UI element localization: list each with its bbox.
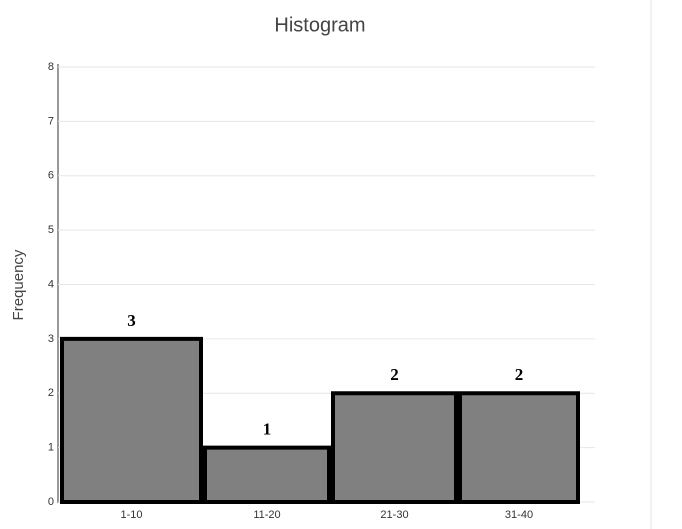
y-tick-label: 5 [48,224,54,236]
y-tick-label: 8 [48,61,54,73]
value-label: 3 [127,311,136,330]
x-tick-label: 1-10 [120,509,142,521]
value-label: 2 [390,365,399,384]
y-tick-label: 2 [48,387,54,399]
bar [331,391,458,504]
y-tick-label: 0 [48,496,54,508]
y-axis-label: Frequency [10,249,27,320]
chart-title: Histogram [274,14,365,36]
bar [60,336,203,504]
x-tick-label: 11-20 [253,509,280,521]
x-tick-label: 31-40 [505,509,533,521]
value-label: 2 [515,365,524,384]
bar [203,445,331,504]
y-tick-label: 6 [48,170,54,182]
y-tick-label: 7 [48,115,54,127]
value-label: 1 [263,420,272,439]
y-tick-label: 3 [48,333,54,345]
y-tick-label: 1 [48,442,54,454]
y-tick-label: 4 [48,278,54,290]
x-tick-label: 21-30 [380,509,408,521]
bar [458,391,580,504]
